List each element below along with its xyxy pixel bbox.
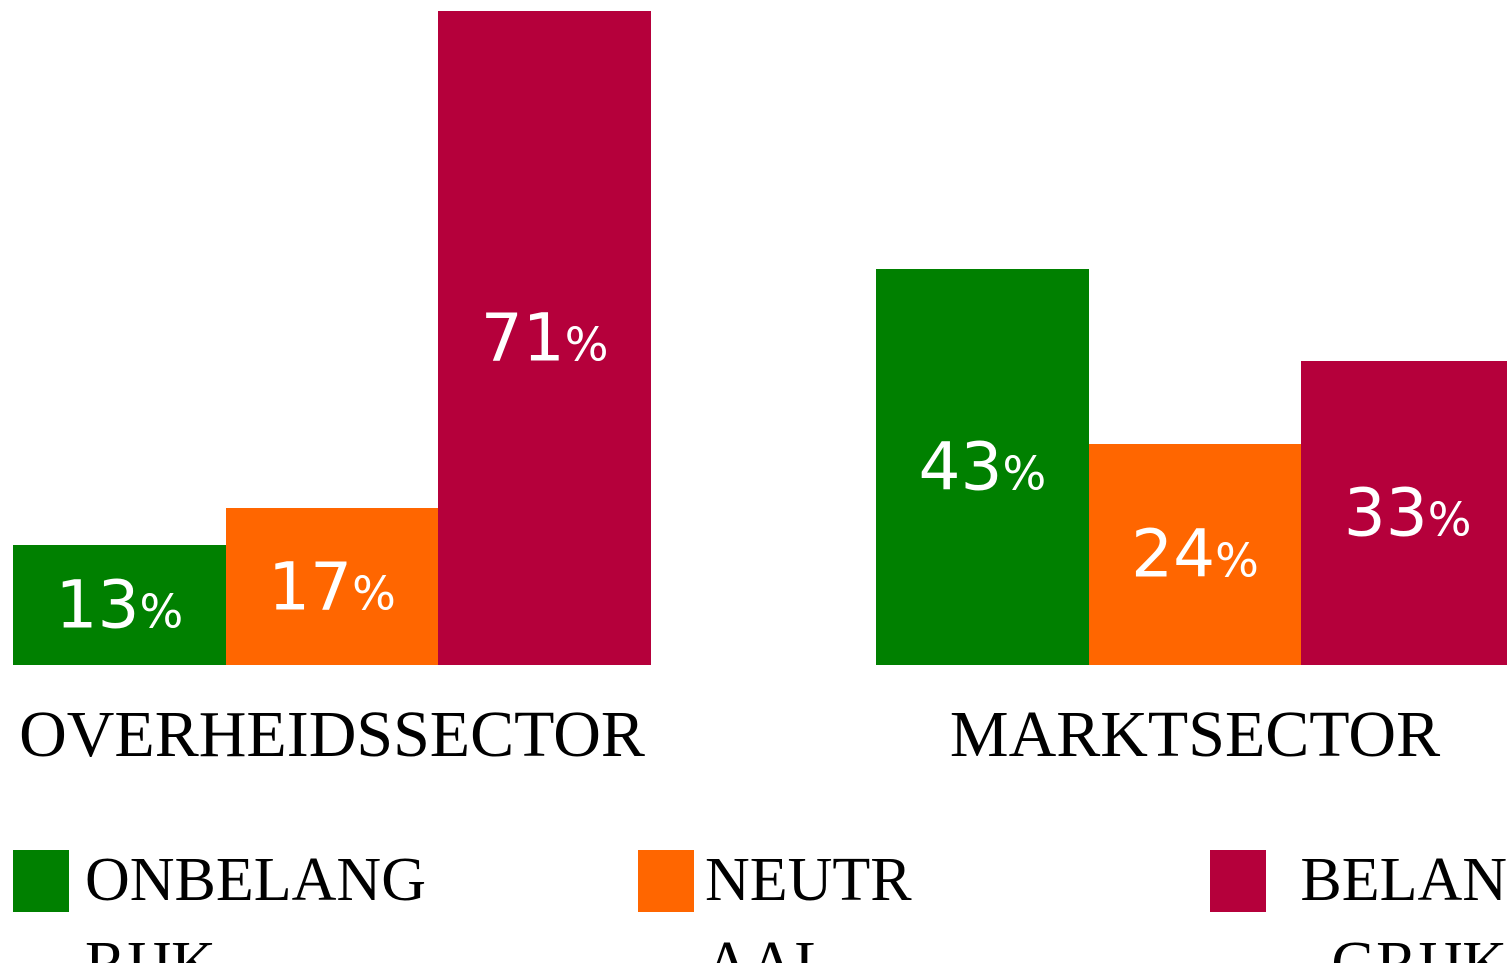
bar (1088, 443, 1302, 665)
value-label: 13% (55, 566, 184, 644)
bar (225, 508, 439, 665)
bar (1301, 361, 1507, 665)
bar (876, 268, 1090, 665)
value-label: 71% (480, 299, 609, 377)
category-label: OVERHEIDSSECTOR (19, 698, 645, 771)
legend-label: NEUTRAAL (705, 846, 912, 963)
legend-label: ONBELANGRIJK (85, 846, 426, 963)
legend-label: BELANGRIJK (1300, 846, 1507, 963)
value-label: 43% (918, 428, 1047, 506)
value-label: 17% (268, 548, 396, 626)
legend-swatch (638, 850, 694, 912)
value-label: 24% (1131, 515, 1259, 593)
category-label: MARKTSECTOR (949, 698, 1441, 771)
bar (438, 11, 652, 665)
legend-swatch (13, 850, 69, 912)
bar (13, 545, 227, 665)
value-label: 33% (1343, 474, 1472, 552)
legend-swatch (1210, 850, 1266, 912)
